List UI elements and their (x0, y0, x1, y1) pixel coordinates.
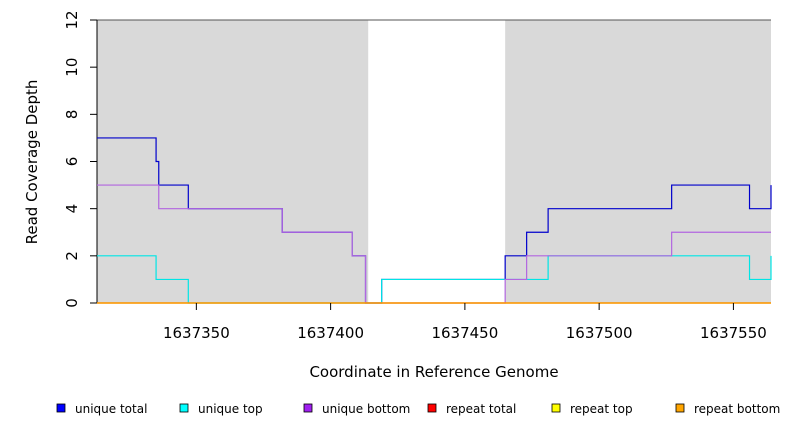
legend: unique total unique top unique bottom repea… (56, 402, 780, 416)
shaded-region-1 (505, 20, 771, 303)
y-axis: 0 2 4 6 8 10 12 (63, 10, 97, 308)
y-tick-label: 6 (63, 157, 81, 167)
x-axis-label: Coordinate in Reference Genome (309, 363, 558, 381)
shaded-regions (97, 20, 771, 303)
legend-swatch (179, 403, 189, 413)
y-tick-label: 8 (63, 110, 81, 120)
x-tick-label: 1637550 (700, 324, 767, 342)
legend-swatch (56, 403, 66, 413)
y-tick-label: 4 (63, 204, 81, 214)
legend-item-repeat-top: repeat top (551, 402, 633, 416)
y-tick-label: 2 (63, 251, 81, 261)
y-tick-label: 12 (63, 10, 81, 29)
x-tick-label: 1637350 (163, 324, 230, 342)
legend-swatch (427, 403, 437, 413)
series-line-unique-top (97, 255, 772, 304)
legend-label: repeat total (446, 402, 516, 416)
x-tick-label: 1637500 (566, 324, 633, 342)
legend-swatch (675, 403, 685, 413)
series-lines (97, 137, 772, 304)
y-axis-label: Read Coverage Depth (23, 80, 41, 245)
legend-item-repeat-total: repeat total (427, 402, 516, 416)
series-line-unique-bottom (97, 184, 771, 304)
legend-swatch (551, 403, 561, 413)
legend-item-unique-top: unique top (179, 402, 263, 416)
y-tick-label: 0 (63, 298, 81, 308)
legend-label: unique top (198, 402, 263, 416)
legend-item-unique-total: unique total (56, 402, 147, 416)
legend-label: unique bottom (322, 402, 410, 416)
legend-label: repeat top (570, 402, 633, 416)
legend-swatch (303, 403, 313, 413)
legend-item-repeat-bottom: repeat bottom (675, 402, 780, 416)
legend-item-unique-bottom: unique bottom (303, 402, 410, 416)
shaded-region-0 (97, 20, 369, 303)
legend-label: unique total (75, 402, 147, 416)
x-tick-label: 1637450 (431, 324, 498, 342)
x-tick-label: 1637400 (297, 324, 364, 342)
y-tick-label: 10 (63, 58, 81, 77)
legend-label: repeat bottom (694, 402, 780, 416)
x-axis: 1637350 1637400 1637450 1637500 1637550 (163, 303, 767, 342)
